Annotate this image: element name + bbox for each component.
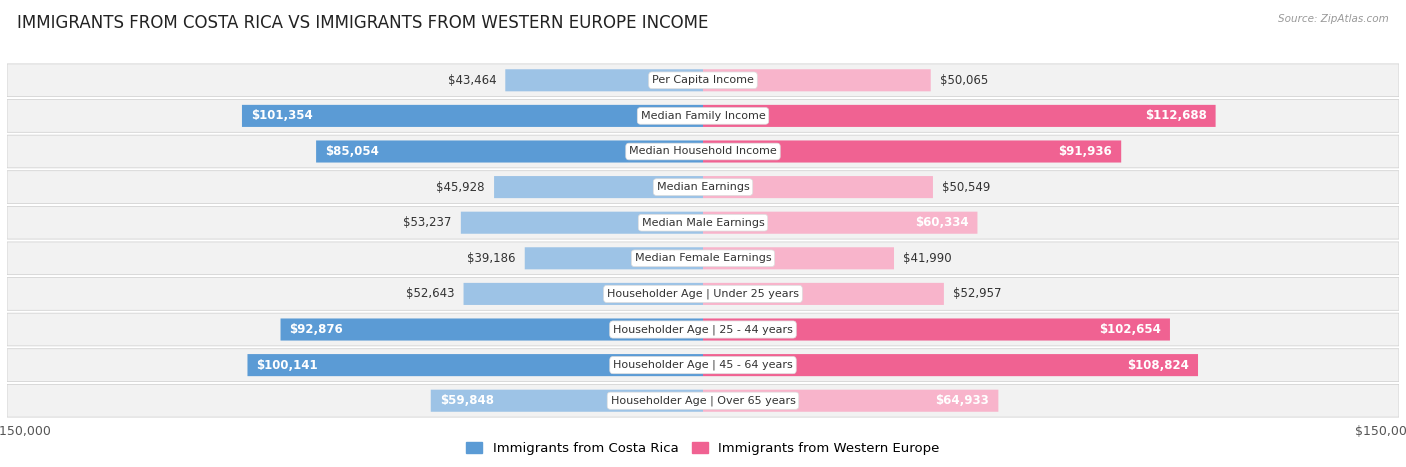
FancyBboxPatch shape [703, 318, 1170, 340]
FancyBboxPatch shape [242, 105, 703, 127]
Text: $50,549: $50,549 [942, 181, 990, 194]
Text: $59,848: $59,848 [440, 394, 494, 407]
Text: $53,237: $53,237 [404, 216, 451, 229]
Text: Median Male Earnings: Median Male Earnings [641, 218, 765, 228]
FancyBboxPatch shape [494, 176, 703, 198]
Text: Median Earnings: Median Earnings [657, 182, 749, 192]
Text: IMMIGRANTS FROM COSTA RICA VS IMMIGRANTS FROM WESTERN EUROPE INCOME: IMMIGRANTS FROM COSTA RICA VS IMMIGRANTS… [17, 14, 709, 32]
Text: Householder Age | 25 - 44 years: Householder Age | 25 - 44 years [613, 324, 793, 335]
FancyBboxPatch shape [505, 69, 703, 92]
Text: $52,957: $52,957 [953, 287, 1001, 300]
Text: Householder Age | Under 25 years: Householder Age | Under 25 years [607, 289, 799, 299]
FancyBboxPatch shape [703, 247, 894, 269]
Text: $60,334: $60,334 [915, 216, 969, 229]
FancyBboxPatch shape [7, 277, 1399, 310]
FancyBboxPatch shape [703, 212, 977, 234]
FancyBboxPatch shape [7, 313, 1399, 346]
Text: Median Family Income: Median Family Income [641, 111, 765, 121]
FancyBboxPatch shape [703, 105, 1216, 127]
Text: $41,990: $41,990 [903, 252, 952, 265]
FancyBboxPatch shape [7, 349, 1399, 382]
Text: $43,464: $43,464 [447, 74, 496, 87]
FancyBboxPatch shape [7, 206, 1399, 239]
FancyBboxPatch shape [7, 242, 1399, 275]
FancyBboxPatch shape [524, 247, 703, 269]
Text: $102,654: $102,654 [1099, 323, 1161, 336]
FancyBboxPatch shape [7, 135, 1399, 168]
Text: Source: ZipAtlas.com: Source: ZipAtlas.com [1278, 14, 1389, 24]
Legend: Immigrants from Costa Rica, Immigrants from Western Europe: Immigrants from Costa Rica, Immigrants f… [461, 437, 945, 460]
Text: $50,065: $50,065 [939, 74, 988, 87]
Text: $64,933: $64,933 [935, 394, 990, 407]
Text: $101,354: $101,354 [252, 109, 312, 122]
FancyBboxPatch shape [703, 176, 934, 198]
Text: $112,688: $112,688 [1144, 109, 1206, 122]
Text: $39,186: $39,186 [467, 252, 516, 265]
Text: Median Female Earnings: Median Female Earnings [634, 253, 772, 263]
FancyBboxPatch shape [7, 171, 1399, 204]
FancyBboxPatch shape [464, 283, 703, 305]
Text: $108,824: $108,824 [1128, 359, 1189, 372]
Text: Median Household Income: Median Household Income [628, 147, 778, 156]
FancyBboxPatch shape [461, 212, 703, 234]
Text: $45,928: $45,928 [436, 181, 485, 194]
FancyBboxPatch shape [247, 354, 703, 376]
Text: $91,936: $91,936 [1059, 145, 1112, 158]
Text: Per Capita Income: Per Capita Income [652, 75, 754, 85]
FancyBboxPatch shape [7, 99, 1399, 132]
FancyBboxPatch shape [703, 69, 931, 92]
Text: Householder Age | Over 65 years: Householder Age | Over 65 years [610, 396, 796, 406]
FancyBboxPatch shape [703, 141, 1121, 163]
Text: $100,141: $100,141 [256, 359, 318, 372]
FancyBboxPatch shape [703, 389, 998, 412]
Text: $92,876: $92,876 [290, 323, 343, 336]
FancyBboxPatch shape [316, 141, 703, 163]
Text: $85,054: $85,054 [325, 145, 380, 158]
FancyBboxPatch shape [7, 64, 1399, 97]
FancyBboxPatch shape [703, 354, 1198, 376]
Text: $52,643: $52,643 [406, 287, 454, 300]
FancyBboxPatch shape [430, 389, 703, 412]
FancyBboxPatch shape [7, 384, 1399, 417]
Text: Householder Age | 45 - 64 years: Householder Age | 45 - 64 years [613, 360, 793, 370]
FancyBboxPatch shape [703, 283, 943, 305]
FancyBboxPatch shape [281, 318, 703, 340]
